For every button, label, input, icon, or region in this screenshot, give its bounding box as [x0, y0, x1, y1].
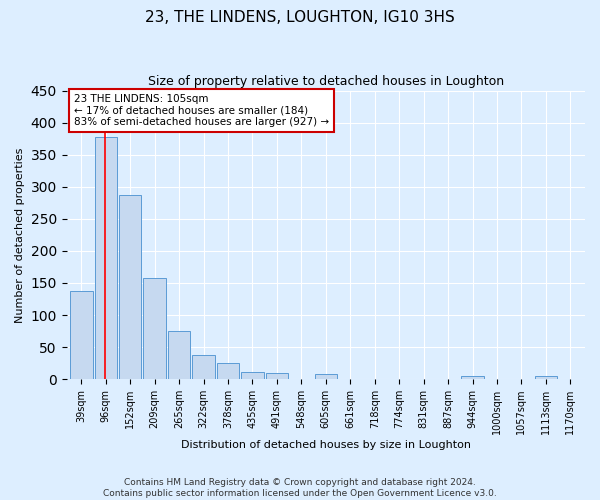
Text: Contains HM Land Registry data © Crown copyright and database right 2024.
Contai: Contains HM Land Registry data © Crown c… — [103, 478, 497, 498]
Bar — [217, 363, 239, 379]
Bar — [143, 278, 166, 379]
X-axis label: Distribution of detached houses by size in Loughton: Distribution of detached houses by size … — [181, 440, 471, 450]
Text: 23 THE LINDENS: 105sqm
← 17% of detached houses are smaller (184)
83% of semi-de: 23 THE LINDENS: 105sqm ← 17% of detached… — [74, 94, 329, 127]
Bar — [535, 376, 557, 379]
Bar — [314, 374, 337, 379]
Y-axis label: Number of detached properties: Number of detached properties — [15, 147, 25, 322]
Bar — [461, 376, 484, 379]
Bar — [241, 372, 264, 379]
Bar — [193, 355, 215, 379]
Bar — [70, 292, 92, 379]
Title: Size of property relative to detached houses in Loughton: Size of property relative to detached ho… — [148, 75, 504, 88]
Bar — [168, 331, 190, 379]
Bar — [95, 136, 117, 379]
Bar — [119, 195, 142, 379]
Text: 23, THE LINDENS, LOUGHTON, IG10 3HS: 23, THE LINDENS, LOUGHTON, IG10 3HS — [145, 10, 455, 25]
Bar — [266, 374, 288, 379]
